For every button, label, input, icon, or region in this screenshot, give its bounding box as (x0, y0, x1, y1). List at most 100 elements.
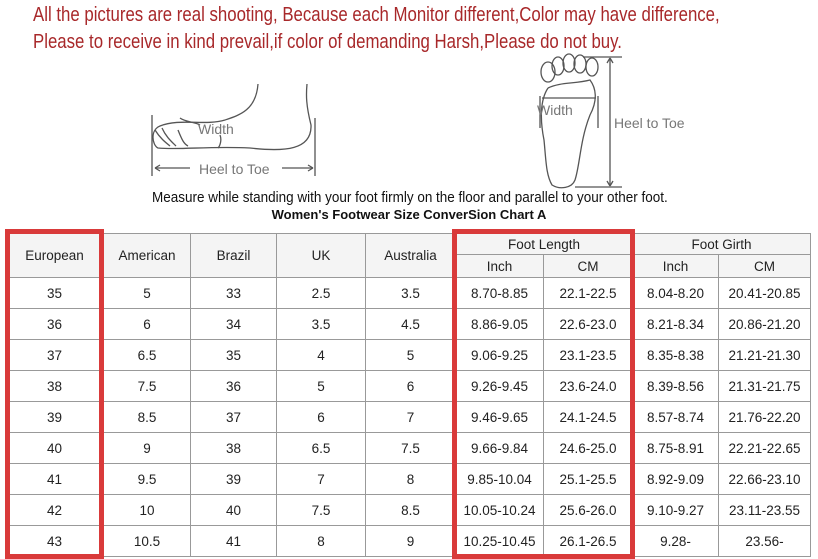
table-cell: 40 (190, 494, 277, 526)
top-foot-illustration (539, 53, 622, 189)
table-cell: 35 (5, 277, 104, 309)
header-australia: Australia (365, 233, 456, 278)
table-cell: 24.1-24.5 (543, 401, 633, 433)
table-cell: 9 (103, 432, 191, 464)
table-cell: 8.57-8.74 (632, 401, 719, 433)
table-cell: 37 (5, 339, 104, 371)
table-cell: 9.26-9.45 (455, 370, 544, 402)
subheader-length-inch: Inch (455, 254, 544, 278)
table-cell: 36 (5, 308, 104, 340)
table-cell: 25.1-25.5 (543, 463, 633, 495)
side-foot-illustration (151, 53, 622, 189)
header-foot-girth: Foot Girth (632, 233, 811, 255)
table-cell: 7.5 (276, 494, 366, 526)
table-cell: 42 (5, 494, 104, 526)
table-cell: 22.1-22.5 (543, 277, 633, 309)
table-cell: 24.6-25.0 (543, 432, 633, 464)
table-cell: 8 (276, 525, 366, 557)
table-cell: 3.5 (276, 308, 366, 340)
table-cell: 21.21-21.30 (718, 339, 811, 371)
table-cell: 23.11-23.55 (718, 494, 811, 526)
table-cell: 6 (276, 401, 366, 433)
table-cell: 22.21-22.65 (718, 432, 811, 464)
table-cell: 8.39-8.56 (632, 370, 719, 402)
table-cell: 8.35-8.38 (632, 339, 719, 371)
table-cell: 10.05-10.24 (455, 494, 544, 526)
table-cell: 6 (103, 308, 191, 340)
size-chart-table: European American Brazil UK Australia Fo… (5, 233, 811, 557)
subheader-girth-inch: Inch (632, 254, 719, 278)
table-cell: 9.28- (632, 525, 719, 557)
table-cell: 8 (365, 463, 456, 495)
table-cell: 4.5 (365, 308, 456, 340)
table-cell: 9.46-9.65 (455, 401, 544, 433)
table-cell: 35 (190, 339, 277, 371)
table-cell: 7 (365, 401, 456, 433)
table-cell: 9 (365, 525, 456, 557)
table-cell: 8.5 (103, 401, 191, 433)
table-cell: 8.5 (365, 494, 456, 526)
header-foot-length: Foot Length (455, 233, 633, 255)
notice-line-1: All the pictures are real shooting, Beca… (33, 4, 720, 26)
table-cell: 41 (5, 463, 104, 495)
subheader-girth-cm: CM (718, 254, 811, 278)
table-row: 36 6 34 3.5 4.5 8.86-9.05 22.6-23.0 8.21-8.34 20… (5, 308, 811, 340)
table-cell: 8.21-8.34 (632, 308, 719, 340)
table-cell: 43 (5, 525, 104, 557)
table-cell: 34 (190, 308, 277, 340)
table-cell: 10.25-10.45 (455, 525, 544, 557)
chart-title: Women's Footwear Size ConverSion Chart A (271, 207, 547, 222)
measure-instruction: Measure while standing with your foot fi… (152, 190, 668, 206)
table-cell: 21.76-22.20 (718, 401, 811, 433)
top-width-label: Width (537, 102, 573, 118)
table-cell: 20.41-20.85 (718, 277, 811, 309)
table-cell: 7.5 (365, 432, 456, 464)
table-cell: 25.6-26.0 (543, 494, 633, 526)
table-cell: 23.56- (718, 525, 811, 557)
table-cell: 2.5 (276, 277, 366, 309)
table-cell: 5 (276, 370, 366, 402)
table-cell: 4 (276, 339, 366, 371)
table-cell: 10.5 (103, 525, 191, 557)
table-cell: 37 (190, 401, 277, 433)
table-cell: 3.5 (365, 277, 456, 309)
table-cell: 36 (190, 370, 277, 402)
table-row: 35 5 33 2.5 3.5 8.70-8.85 22.1-22.5 8.04-8.20 20… (5, 277, 811, 309)
table-cell: 6.5 (103, 339, 191, 371)
top-heel-to-toe-label: Heel to Toe (614, 115, 685, 131)
table-cell: 5 (365, 339, 456, 371)
table-cell: 39 (190, 463, 277, 495)
table-row: 38 7.5 36 5 6 9.26-9.45 23.6-24.0 8.39-8.56 21.3… (5, 370, 811, 402)
table-cell: 22.66-23.10 (718, 463, 811, 495)
table-cell: 41 (190, 525, 277, 557)
header-european: European (5, 233, 104, 278)
header-uk: UK (276, 233, 366, 278)
table-cell: 23.6-24.0 (543, 370, 633, 402)
table-cell: 8.92-9.09 (632, 463, 719, 495)
table-row: 41 9.5 39 7 8 9.85-10.04 25.1-25.5 8.92-9.09 22.… (5, 463, 811, 495)
table-cell: 10 (103, 494, 191, 526)
subheader-length-cm: CM (543, 254, 633, 278)
table-cell: 9.85-10.04 (455, 463, 544, 495)
table-row: 43 10.5 41 8 9 10.25-10.45 26.1-26.5 9.28- 23.56… (5, 525, 811, 557)
header-american: American (103, 233, 191, 278)
table-cell: 21.31-21.75 (718, 370, 811, 402)
table-cell: 8.04-8.20 (632, 277, 719, 309)
table-cell: 22.6-23.0 (543, 308, 633, 340)
table-row: 42 10 40 7.5 8.5 10.05-10.24 25.6-26.0 9.10-9.2… (5, 494, 811, 526)
table-cell: 33 (190, 277, 277, 309)
table-row: 37 6.5 35 4 5 9.06-9.25 23.1-23.5 8.35-8.38 21.2… (5, 339, 811, 371)
table-cell: 20.86-21.20 (718, 308, 811, 340)
table-cell: 8.75-8.91 (632, 432, 719, 464)
table-cell: 9.66-9.84 (455, 432, 544, 464)
table-cell: 39 (5, 401, 104, 433)
table-cell: 7.5 (103, 370, 191, 402)
table-cell: 7 (276, 463, 366, 495)
table-cell: 23.1-23.5 (543, 339, 633, 371)
table-cell: 38 (190, 432, 277, 464)
table-cell: 6 (365, 370, 456, 402)
side-width-label: Width (198, 121, 234, 137)
table-cell: 9.10-9.27 (632, 494, 719, 526)
table-cell: 5 (103, 277, 191, 309)
table-cell: 26.1-26.5 (543, 525, 633, 557)
